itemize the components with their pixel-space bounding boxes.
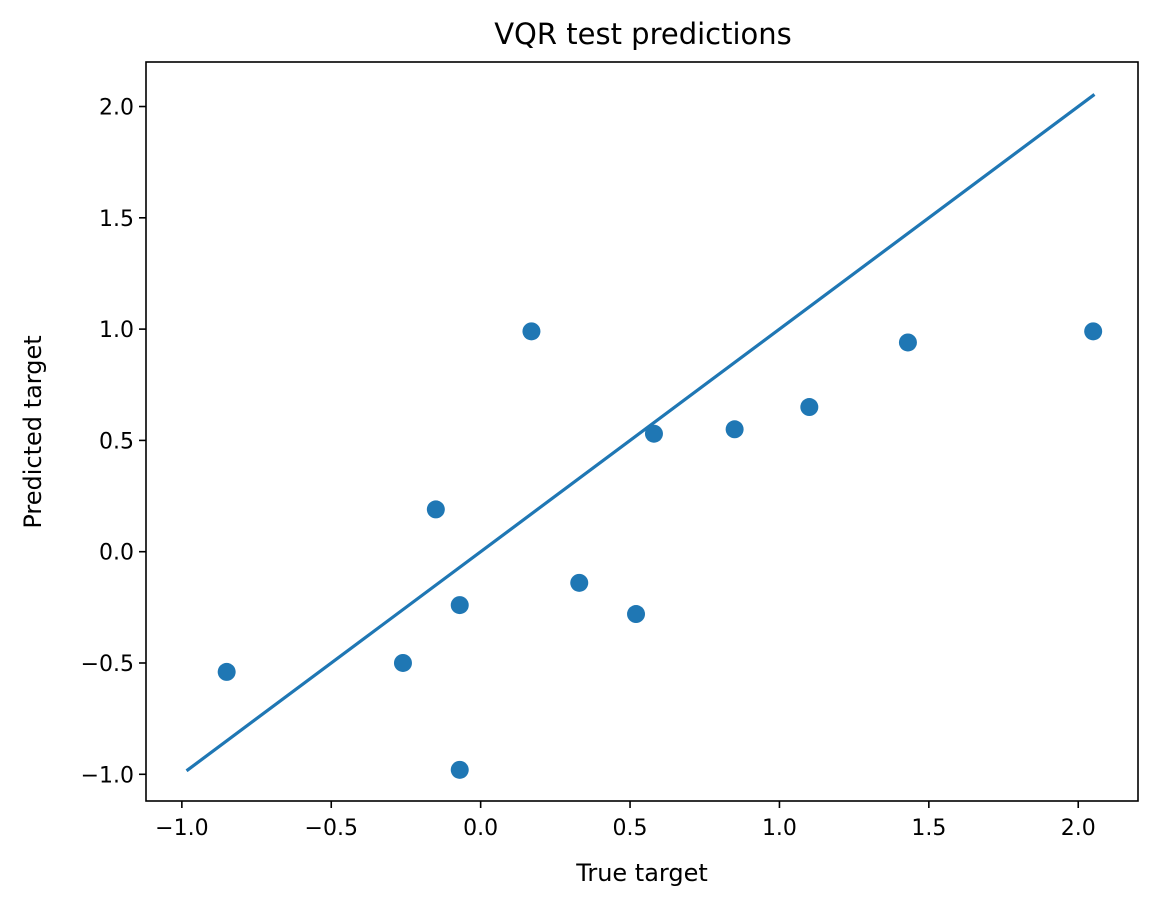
- x-tick-label: 0.0: [463, 816, 498, 841]
- reference-line: [185, 93, 1096, 773]
- x-axis-label: True target: [575, 859, 708, 887]
- y-tick-label: −1.0: [81, 763, 134, 788]
- x-axis: −1.0 −0.5 0.0 0.5 1.0 1.5 2.0: [155, 801, 1096, 841]
- data-point: [450, 760, 469, 779]
- data-point: [522, 322, 541, 341]
- data-point: [426, 500, 445, 519]
- data-point: [393, 653, 412, 672]
- data-point: [1084, 322, 1103, 341]
- data-point: [627, 605, 646, 624]
- y-tick-label: 0.0: [99, 541, 134, 566]
- data-point: [450, 596, 469, 615]
- y-tick-label: 1.0: [99, 318, 134, 343]
- y-tick-label: 2.0: [99, 96, 134, 121]
- axes-frame: [145, 61, 1139, 802]
- x-tick-label: −0.5: [305, 816, 358, 841]
- x-tick-label: 0.5: [613, 816, 648, 841]
- data-point: [217, 662, 236, 681]
- x-tick-label: −1.0: [155, 816, 208, 841]
- data-point: [898, 333, 917, 352]
- data-point: [725, 420, 744, 439]
- plot-area: [185, 93, 1103, 779]
- data-point: [644, 424, 663, 443]
- y-tick-label: 1.5: [99, 207, 134, 232]
- y-tick-label: 0.5: [99, 429, 134, 454]
- x-tick-label: 1.0: [762, 816, 797, 841]
- y-axis-label: Predicted target: [19, 335, 47, 528]
- x-tick-label: 1.5: [911, 816, 946, 841]
- y-axis: −1.0 −0.5 0.0 0.5 1.0 1.5 2.0: [81, 96, 146, 788]
- data-point: [570, 573, 589, 592]
- data-point: [800, 398, 819, 417]
- x-tick-label: 2.0: [1061, 816, 1096, 841]
- y-tick-label: −0.5: [81, 652, 134, 677]
- chart-title: VQR test predictions: [494, 17, 792, 51]
